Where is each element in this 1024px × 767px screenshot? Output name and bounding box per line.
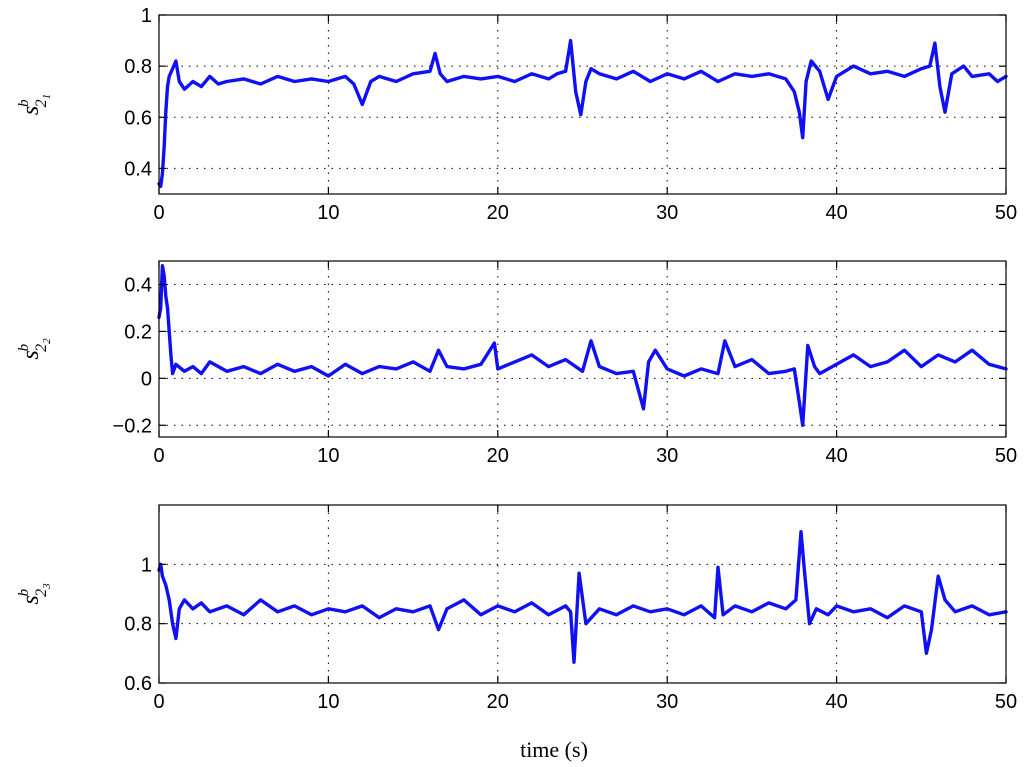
x-tick-label: 50 [995,691,1017,713]
series-line [157,530,1008,664]
y-tick-label: −0.2 [113,415,152,437]
x-tick-label: 50 [995,445,1017,467]
y-tick-label: 0.4 [124,274,152,296]
x-axis-title: time (s) [520,737,588,762]
plot-frame [158,14,1007,195]
x-tick-label: 50 [995,202,1017,224]
y-tick-label: 0.8 [124,56,152,78]
y-tick-label: 0.6 [124,107,152,129]
y-axis-label: sb21 [16,94,53,115]
chart-s21: 0 10 20 30 40 50 0.4 0.6 0.8 1 sb21 [16,5,1017,224]
y-tick-label: 1 [141,554,152,576]
x-tick-label: 10 [317,691,339,713]
x-tick-label: 10 [317,202,339,224]
x-tick-label: 20 [487,445,509,467]
x-tick-label: 10 [317,445,339,467]
x-tick-label: 0 [153,202,164,224]
x-tick-label: 0 [153,691,164,713]
x-tick-label: 30 [656,691,678,713]
y-tick-label: 0.4 [124,158,152,180]
plot-frame [158,504,1007,684]
x-tick-label: 30 [656,202,678,224]
chart-s23: 0 10 20 30 40 50 0.6 0.8 1 sb23 [16,504,1017,713]
y-tick-label: 1 [141,5,152,27]
x-tick-label: 0 [153,445,164,467]
plot-frame [158,260,1007,438]
series-line [157,38,1008,189]
x-tick-label: 30 [656,445,678,467]
y-tick-label: 0.6 [124,673,152,695]
series-line [157,264,1008,427]
y-axis-label: sb23 [16,583,53,605]
y-tick-label: 0.8 [124,614,152,636]
x-tick-label: 20 [487,202,509,224]
y-tick-label: 0.2 [124,321,152,343]
x-tick-label: 40 [825,445,847,467]
y-axis-label: sb22 [16,338,53,360]
x-tick-label: 20 [487,691,509,713]
y-tick-label: 0 [141,368,152,390]
x-tick-label: 40 [825,202,847,224]
x-tick-label: 40 [825,691,847,713]
